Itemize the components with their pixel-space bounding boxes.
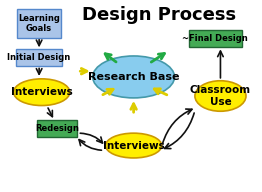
Text: Learning
Goals: Learning Goals (18, 14, 60, 33)
FancyBboxPatch shape (189, 30, 242, 47)
Text: Research Base: Research Base (88, 72, 179, 82)
Ellipse shape (195, 81, 246, 111)
Ellipse shape (106, 133, 162, 158)
Ellipse shape (93, 56, 174, 98)
Text: Interviews: Interviews (103, 141, 165, 151)
FancyBboxPatch shape (17, 9, 61, 38)
Text: ~Final Design: ~Final Design (182, 34, 248, 43)
FancyBboxPatch shape (37, 120, 78, 137)
Text: Redesign: Redesign (35, 124, 79, 133)
Text: Classroom
Use: Classroom Use (190, 85, 251, 107)
Text: Interviews: Interviews (11, 87, 73, 97)
Text: Initial Design: Initial Design (8, 53, 71, 62)
FancyBboxPatch shape (16, 49, 62, 66)
Ellipse shape (14, 79, 70, 106)
Text: Design Process: Design Process (82, 6, 236, 24)
